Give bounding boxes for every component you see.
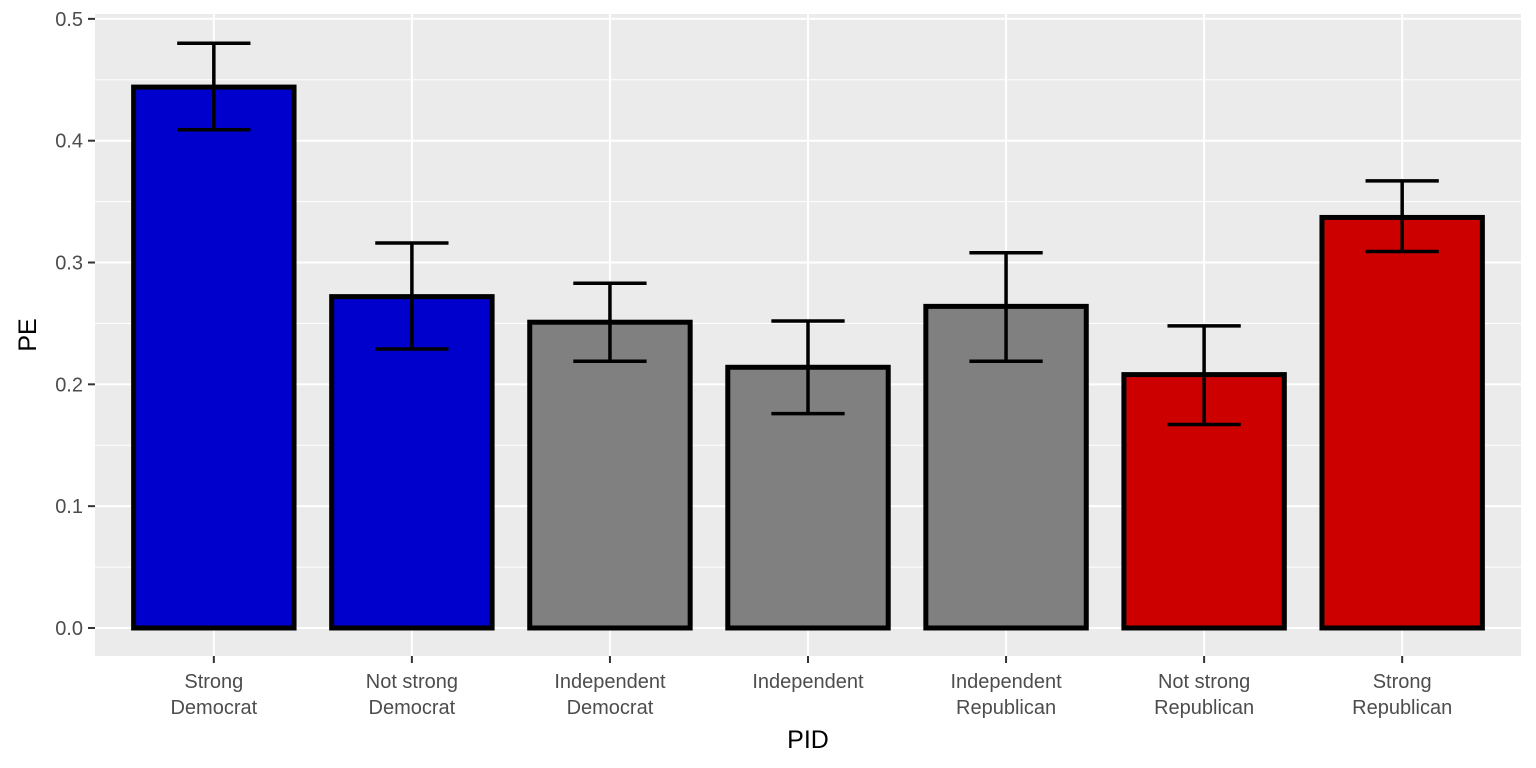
y-axis: 0.0 0.1 0.2 0.3 0.4 0.5 xyxy=(55,9,95,640)
x-tick-label: Independent Democrat xyxy=(554,671,666,719)
y-tick-label: 0.0 xyxy=(55,618,83,640)
bar xyxy=(1319,214,1485,631)
x-tick-label: Not strong Democrat xyxy=(366,671,458,719)
x-tick-label-line: Republican xyxy=(956,697,1056,719)
x-tick-label-line: Independent xyxy=(950,671,1062,693)
y-tick-label: 0.2 xyxy=(55,374,83,396)
x-tick-label-line: Independent xyxy=(752,671,864,693)
y-axis-title: PE xyxy=(14,318,42,351)
bars xyxy=(131,84,1485,631)
x-tick-label: Independent Republican xyxy=(950,671,1062,719)
x-tick-label: Strong Republican xyxy=(1352,671,1452,719)
x-axis-title: PID xyxy=(787,726,829,754)
bar xyxy=(131,84,297,631)
error-bar xyxy=(1167,324,1241,427)
x-tick-label-line: Republican xyxy=(1352,697,1452,719)
x-tick-label-line: Not strong xyxy=(1158,671,1250,693)
x-tick-label-line: Strong xyxy=(1373,671,1432,693)
bar xyxy=(329,294,495,631)
y-tick-label: 0.3 xyxy=(55,253,83,275)
error-bars xyxy=(177,41,1439,427)
bar xyxy=(527,319,693,631)
x-tick-label-line: Strong xyxy=(184,671,243,693)
x-tick-label-line: Republican xyxy=(1154,697,1254,719)
x-tick-label-line: Independent xyxy=(554,671,666,693)
error-bar xyxy=(177,41,251,132)
x-tick-label: Not strong Republican xyxy=(1154,671,1254,719)
error-bar xyxy=(1365,179,1439,254)
y-tick-label: 0.1 xyxy=(55,496,83,518)
error-bar xyxy=(969,251,1043,363)
x-tick-label-line: Democrat xyxy=(567,697,654,719)
x-tick-label-line: Democrat xyxy=(170,697,257,719)
error-bar xyxy=(375,241,449,351)
y-tick-label: 0.4 xyxy=(55,131,83,153)
x-tick-label: Strong Democrat xyxy=(170,671,257,719)
x-tick-label: Independent xyxy=(752,671,864,693)
x-tick-label-line: Not strong xyxy=(366,671,458,693)
error-bar xyxy=(573,281,647,363)
x-tick-label-line: Democrat xyxy=(369,697,456,719)
y-tick-label: 0.5 xyxy=(55,9,83,31)
error-bar xyxy=(771,319,845,416)
